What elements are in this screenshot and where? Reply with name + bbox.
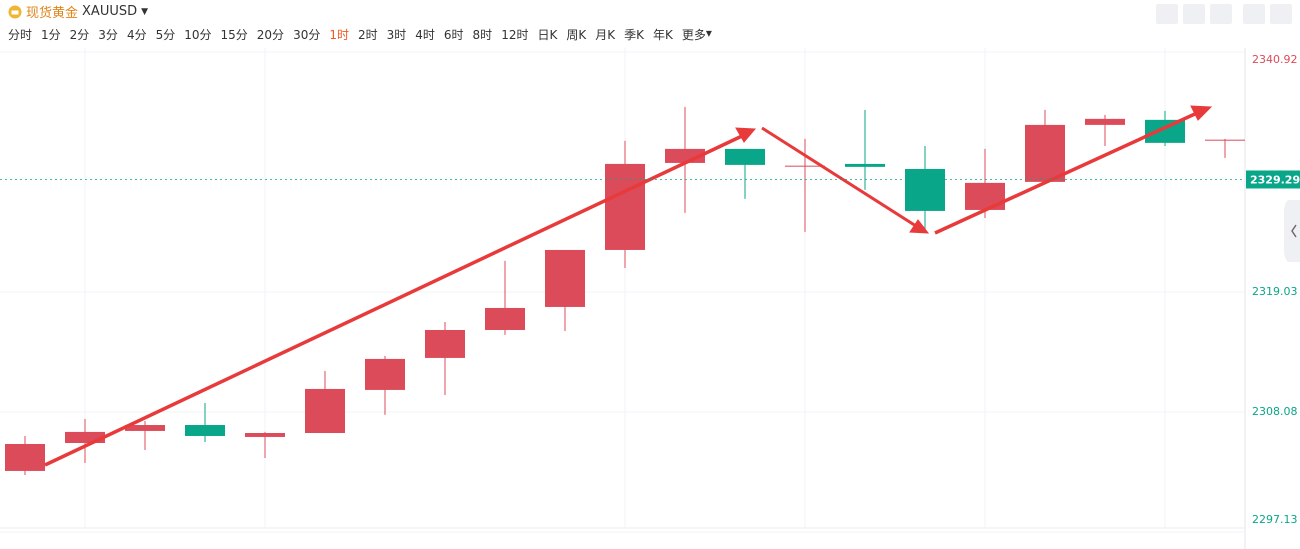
tool-button[interactable] (1183, 4, 1205, 24)
period-tab[interactable]: 季K (624, 28, 644, 42)
y-tick-label: 2319.03 (1252, 285, 1298, 298)
period-tab[interactable]: 4分 (126, 28, 147, 42)
period-tab[interactable]: 日K (537, 28, 558, 42)
arrow-head (1190, 105, 1213, 121)
period-tab[interactable]: 年K (652, 28, 673, 42)
candle-body (485, 307, 525, 330)
arrow-head (909, 219, 930, 234)
arrow (761, 126, 917, 228)
more-caret: ▾ (705, 26, 712, 40)
tool-button[interactable] (1243, 4, 1265, 24)
tool-button[interactable] (1156, 4, 1178, 24)
arrow (44, 134, 743, 467)
candle-body (365, 358, 405, 390)
candle-body (845, 163, 885, 167)
candle-body (605, 163, 645, 250)
dropdown-caret: ▼ (141, 6, 149, 17)
period-tab[interactable]: 4时 (415, 28, 435, 42)
period-tab[interactable]: 30分 (293, 28, 321, 42)
candle-body (65, 431, 105, 443)
gold-icon (8, 5, 22, 18)
candle-body (905, 168, 945, 211)
period-tab[interactable]: 10分 (184, 28, 212, 42)
period-tab[interactable]: 15分 (220, 28, 248, 42)
close-button[interactable] (1270, 4, 1292, 24)
period-tab[interactable]: 1分 (41, 28, 61, 42)
tool-buttons (1156, 4, 1292, 24)
period-tab[interactable]: 8时 (472, 28, 493, 42)
candle-body (1025, 124, 1065, 182)
toolbar: 现货黄金 XAUUSD ▼ 分时 1分 2分 3分 4分 5分 10分 15分 20分 30分 1时… (0, 0, 1300, 48)
candle-body (425, 329, 465, 358)
arrow-head (735, 127, 757, 143)
candle-body (125, 425, 165, 431)
period-tabs: 分时 1分 2分 3分 4分 5分 10分 15分 20分 30分 1时 2时 3时 4时 6时 8时 12时日… (8, 26, 712, 43)
period-tab[interactable]: 20分 (256, 28, 285, 42)
candle-body (1145, 119, 1185, 143)
symbol-code: XAUUSD (82, 4, 138, 19)
candle-body (1085, 118, 1125, 125)
candle-body (1205, 139, 1245, 141)
current-price-box (1246, 170, 1300, 189)
candle-body (965, 182, 1005, 210)
more-tab[interactable]: 更多 (681, 28, 706, 42)
tool-button[interactable] (1210, 4, 1232, 24)
period-tab[interactable]: 2时 (357, 28, 378, 42)
period-tab[interactable]: 分时 (8, 28, 33, 42)
candle-body (305, 388, 345, 434)
candle-body (185, 425, 225, 436)
candle-body (5, 443, 45, 471)
period-tab[interactable]: 12时 (501, 28, 529, 42)
trend-arrows (44, 105, 1213, 467)
candle-body (785, 165, 825, 167)
arrow (934, 111, 1198, 235)
period-tab[interactable]: 周K (566, 28, 587, 42)
side-tab-icon (1291, 224, 1297, 238)
grid (0, 48, 1245, 533)
candle-body (545, 249, 585, 307)
y-tick-label: 2297.13 (1252, 513, 1298, 526)
candle-body (725, 148, 765, 165)
symbol-name: 现货黄金 (26, 6, 79, 21)
candle-body (245, 433, 285, 437)
candles (5, 106, 1245, 476)
symbol[interactable]: 现货黄金 XAUUSD ▼ (8, 2, 148, 21)
period-tab[interactable]: 3分 (98, 28, 118, 42)
period-tab[interactable]: 2分 (69, 28, 90, 42)
period-tab[interactable]: 5分 (155, 28, 176, 42)
y-tick-label: 2340.92 (1252, 53, 1298, 66)
current-price-label: 2329.29 (1250, 173, 1300, 186)
period-tab[interactable]: 6时 (443, 28, 464, 42)
y-tick-label: 2308.08 (1252, 405, 1298, 418)
period-tab[interactable]: 3时 (386, 28, 407, 42)
period-tab[interactable]: 月K (595, 28, 616, 42)
period-tab[interactable]: 1时 (329, 28, 349, 42)
